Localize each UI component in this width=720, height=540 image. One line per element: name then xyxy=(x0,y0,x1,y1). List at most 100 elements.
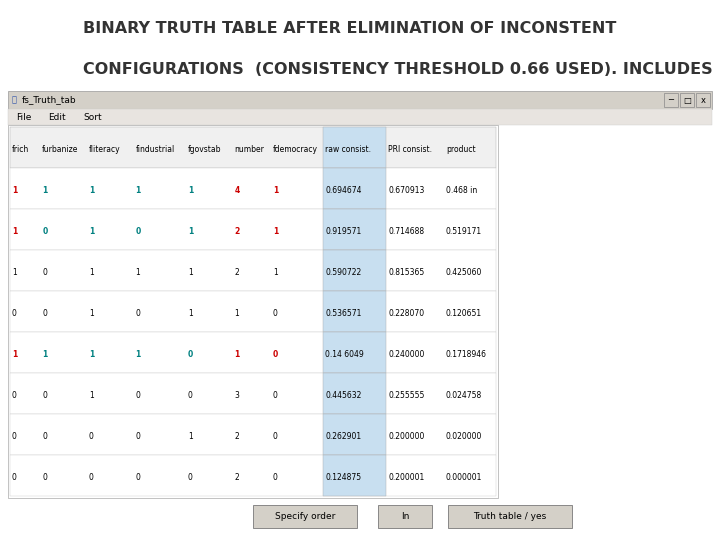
Text: 1: 1 xyxy=(12,227,17,236)
Text: 1: 1 xyxy=(135,350,141,359)
Text: 1: 1 xyxy=(89,391,94,400)
Text: 0.020000: 0.020000 xyxy=(446,431,482,441)
Text: 0: 0 xyxy=(273,391,278,400)
Text: fdemocracy: fdemocracy xyxy=(273,145,318,154)
Text: File: File xyxy=(16,113,32,122)
Text: 2: 2 xyxy=(235,431,239,441)
Text: 0: 0 xyxy=(135,431,140,441)
Bar xyxy=(323,168,386,209)
Text: 0.425060: 0.425060 xyxy=(446,268,482,277)
Text: 0.670913: 0.670913 xyxy=(388,186,425,195)
Text: 0: 0 xyxy=(273,431,278,441)
Text: 1: 1 xyxy=(135,268,140,277)
Text: product: product xyxy=(446,145,475,154)
Text: 0.000001: 0.000001 xyxy=(446,472,482,482)
Bar xyxy=(8,109,712,125)
Bar xyxy=(323,373,386,414)
Text: 1: 1 xyxy=(188,431,192,441)
Bar xyxy=(10,332,496,373)
Text: fs_Truth_tab: fs_Truth_tab xyxy=(22,96,76,105)
Text: Sort: Sort xyxy=(83,113,102,122)
Text: raw consist.: raw consist. xyxy=(325,145,371,154)
Text: 3: 3 xyxy=(235,391,239,400)
Bar xyxy=(10,209,496,250)
Text: 0.024758: 0.024758 xyxy=(446,391,482,400)
Text: 0: 0 xyxy=(42,472,47,482)
Bar xyxy=(10,127,496,168)
Bar xyxy=(10,373,496,414)
Text: 0.120651: 0.120651 xyxy=(446,309,482,318)
Text: Ⓝ: Ⓝ xyxy=(12,96,17,105)
Bar xyxy=(10,250,496,291)
Text: 0: 0 xyxy=(135,391,140,400)
Bar xyxy=(10,291,496,332)
FancyBboxPatch shape xyxy=(378,505,432,528)
Text: 2: 2 xyxy=(235,268,239,277)
Text: 1: 1 xyxy=(42,350,48,359)
Text: 0: 0 xyxy=(12,472,17,482)
Text: 0: 0 xyxy=(89,431,94,441)
Text: 0.536571: 0.536571 xyxy=(325,309,361,318)
Bar xyxy=(680,93,694,107)
Text: 0.919571: 0.919571 xyxy=(325,227,361,236)
FancyBboxPatch shape xyxy=(253,505,357,528)
Text: 0.124875: 0.124875 xyxy=(325,472,361,482)
Text: Truth table / yes: Truth table / yes xyxy=(473,512,546,521)
Text: 0: 0 xyxy=(42,431,47,441)
Text: 1: 1 xyxy=(12,268,17,277)
Text: 1: 1 xyxy=(188,227,193,236)
Bar xyxy=(8,91,712,109)
Text: 1: 1 xyxy=(188,186,193,195)
Text: 0: 0 xyxy=(188,350,193,359)
Text: 0.714688: 0.714688 xyxy=(388,227,424,236)
Text: 1: 1 xyxy=(89,350,94,359)
Text: 0: 0 xyxy=(12,391,17,400)
Text: −: − xyxy=(667,96,675,105)
Text: 1: 1 xyxy=(89,186,94,195)
Text: 0.228070: 0.228070 xyxy=(388,309,424,318)
Text: In: In xyxy=(401,512,409,521)
Text: frich: frich xyxy=(12,145,30,154)
Text: 0.694674: 0.694674 xyxy=(325,186,361,195)
Text: 0: 0 xyxy=(135,309,140,318)
Text: 0.445632: 0.445632 xyxy=(325,391,361,400)
Text: 0: 0 xyxy=(135,472,140,482)
Text: 4: 4 xyxy=(235,186,240,195)
Text: x: x xyxy=(701,96,706,105)
Bar xyxy=(323,455,386,496)
Text: 0: 0 xyxy=(273,309,278,318)
Text: findustrial: findustrial xyxy=(135,145,175,154)
Bar xyxy=(323,209,386,250)
Text: 0: 0 xyxy=(12,309,17,318)
Text: 0: 0 xyxy=(42,268,47,277)
Text: Specify order: Specify order xyxy=(275,512,336,521)
Bar xyxy=(323,291,386,332)
Text: 0: 0 xyxy=(188,391,193,400)
Bar xyxy=(696,93,710,107)
Bar xyxy=(323,414,386,455)
Bar xyxy=(323,127,386,168)
Text: 1: 1 xyxy=(273,227,278,236)
Bar xyxy=(10,414,496,455)
Text: PRI consist.: PRI consist. xyxy=(388,145,432,154)
Text: 1: 1 xyxy=(12,350,17,359)
Text: 1: 1 xyxy=(89,227,94,236)
Text: 0.14 6049: 0.14 6049 xyxy=(325,350,364,359)
Bar xyxy=(10,455,496,496)
Text: 2: 2 xyxy=(235,227,240,236)
Text: BINARY TRUTH TABLE AFTER ELIMINATION OF INCONSTENT: BINARY TRUTH TABLE AFTER ELIMINATION OF … xyxy=(83,21,616,36)
Text: 1: 1 xyxy=(42,186,48,195)
Text: 1: 1 xyxy=(12,186,17,195)
Text: 0: 0 xyxy=(188,472,193,482)
Text: 0: 0 xyxy=(12,431,17,441)
Text: 1: 1 xyxy=(273,268,278,277)
Bar xyxy=(8,125,498,497)
Text: 0.519171: 0.519171 xyxy=(446,227,482,236)
Text: 1: 1 xyxy=(89,309,94,318)
Text: 0: 0 xyxy=(273,472,278,482)
Text: □: □ xyxy=(683,96,691,105)
FancyBboxPatch shape xyxy=(448,505,572,528)
Text: 0.240000: 0.240000 xyxy=(388,350,425,359)
Text: 0: 0 xyxy=(42,227,48,236)
Text: 0.590722: 0.590722 xyxy=(325,268,361,277)
